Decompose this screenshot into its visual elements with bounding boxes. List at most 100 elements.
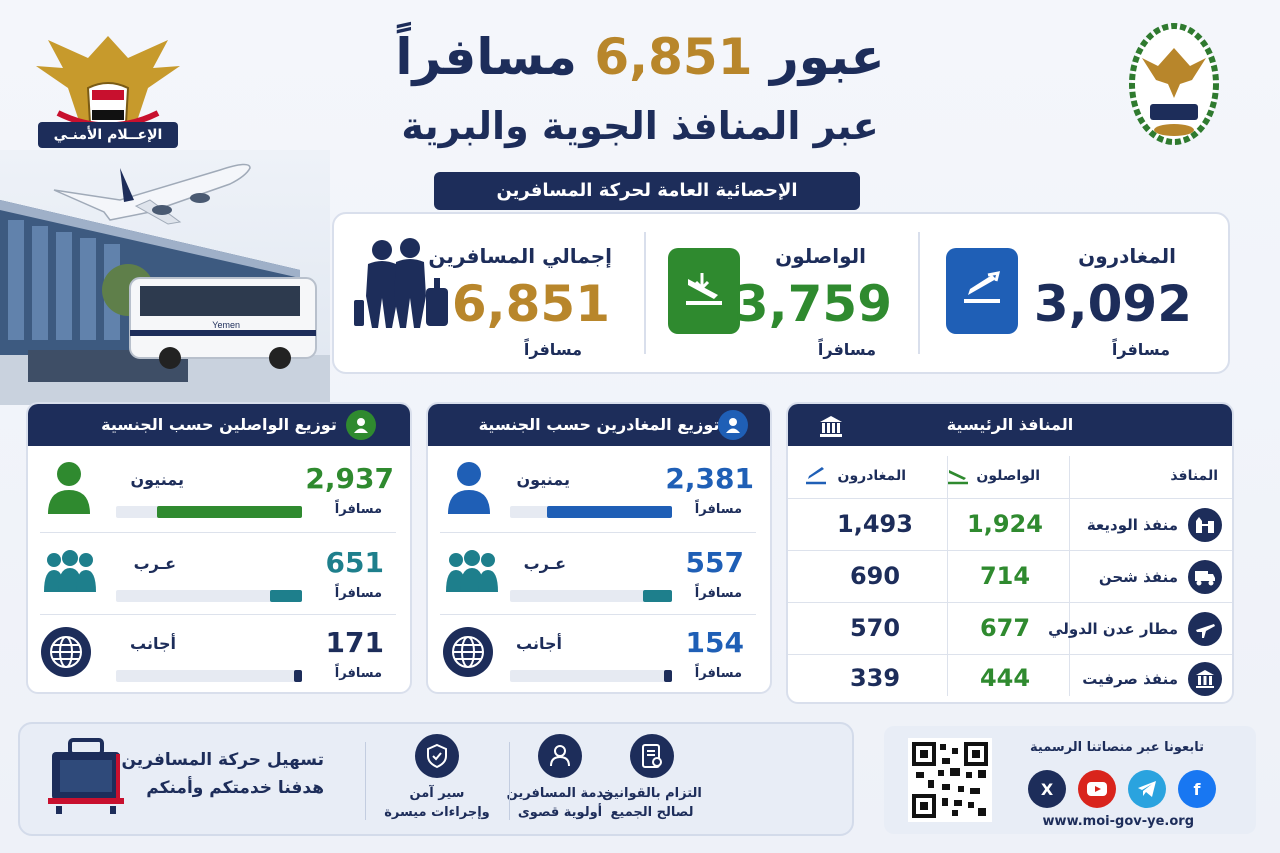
port-arrivals: 677 [979, 614, 1031, 642]
departures-nationality-card: توزيع المغادرين حسب الجنسية 2,381 مسافرا… [426, 402, 772, 694]
nationality-name: عـرب [523, 554, 566, 573]
nationality-value: 2,381 [665, 462, 754, 495]
stats-card: المغادرون 3,092 مسافراً الواصلون 3,759 م… [332, 212, 1230, 374]
nationality-bar [116, 506, 302, 518]
pillar-safe: سير آمن وإجراءات ميسرة [382, 734, 492, 822]
nationality-name: يمنيون [130, 470, 184, 489]
total-stat: إجمالي المسافرين 6,851 مسافراً [332, 214, 642, 372]
service-icon [538, 734, 582, 778]
bus-label: Yemen [212, 320, 240, 330]
nationality-value: 557 [685, 546, 744, 579]
person-icon [718, 410, 748, 440]
nationality-unit: مسافراً [694, 502, 742, 517]
port-arrivals: 444 [979, 664, 1031, 692]
nationality-unit: مسافراً [334, 502, 382, 517]
building-columns-icon [820, 416, 842, 437]
building-icon [1188, 662, 1222, 696]
nationality-name: عـرب [133, 554, 176, 573]
arrivals-nationality-header: توزيع الواصلين حسب الجنسية [28, 404, 410, 446]
ministry-emblem [1129, 23, 1219, 145]
nationality-bar [510, 506, 672, 518]
departures-label: المغادرون [1078, 244, 1176, 268]
globe-icon [41, 627, 91, 677]
footer-slogan: تسهيل حركة المسافرين هدفنا خدمتكم وأمنكم [121, 750, 324, 798]
total-value: 6,851 [451, 275, 610, 333]
nationality-name: أجانب [130, 634, 176, 653]
group-icon [44, 550, 96, 592]
nationality-unit: مسافراً [694, 666, 742, 681]
shield-icon [415, 734, 459, 778]
port-arrivals: 714 [979, 562, 1031, 590]
port-departures: 1,493 [837, 510, 913, 538]
total-label: إجمالي المسافرين [428, 244, 612, 268]
globe-icon [443, 627, 493, 677]
col-header-departures: المغادرون [837, 468, 907, 484]
pillar-service: خدمة المسافرين أولوية قصوى [500, 734, 620, 822]
page-title: عبور 6,851 مسافراً [395, 28, 885, 86]
nationality-bar [510, 670, 672, 682]
landing-icon [948, 470, 968, 485]
nationality-name: أجانب [516, 634, 562, 653]
section-banner: الإحصائية العامة لحركة المسافرين [434, 172, 860, 210]
footer-box: التزام بالقوانين لصالح الجميع خدمة المسا… [18, 722, 854, 836]
youtube-icon[interactable] [1078, 770, 1116, 808]
nationality-bar [510, 590, 672, 602]
departures-nationality-header: توزيع المغادرين حسب الجنسية [428, 404, 770, 446]
person-icon [448, 462, 490, 514]
nationality-unit: مسافراً [334, 666, 382, 681]
airplane-icon [1188, 612, 1222, 646]
person-icon [346, 410, 376, 440]
qr-code [908, 738, 992, 822]
stats-divider [918, 232, 920, 354]
nationality-unit: مسافراً [694, 586, 742, 601]
port-arrivals: 1,924 [967, 510, 1043, 538]
document-icon [630, 734, 674, 778]
airport-illustration: Yemen [0, 150, 330, 405]
travelers-icon [354, 238, 448, 328]
truck-icon [1188, 560, 1222, 594]
total-unit: مسافراً [523, 340, 582, 359]
nationality-unit: مسافراً [334, 586, 382, 601]
departures-stat: المغادرون 3,092 مسافراً [918, 214, 1228, 372]
nationality-bar [116, 590, 302, 602]
col-header-arrivals: الواصلون [976, 468, 1040, 484]
arrivals-label: الواصلون [775, 244, 866, 268]
ports-table: المنافذ الواصلون المغادرون منفذ الوديعة … [788, 446, 1232, 702]
ports-card-header: المنافذ الرئيسية [788, 404, 1232, 446]
person-icon [48, 462, 90, 514]
ports-card: المنافذ الرئيسية المنافذ الواصلون المغاد… [786, 402, 1234, 704]
arrivals-unit: مسافراً [817, 340, 876, 359]
col-header-ports: المنافذ [1170, 468, 1218, 484]
port-name: مطار عدن الدولي [1048, 620, 1178, 638]
port-departures: 570 [849, 614, 901, 642]
port-departures: 339 [849, 664, 901, 692]
stats-divider [644, 232, 646, 354]
nationality-bar [116, 670, 302, 682]
arrivals-nationality-card: توزيع الواصلين حسب الجنسية 2,937 مسافراً… [26, 402, 412, 694]
page-subtitle: عبر المنافذ الجوية والبرية [401, 104, 879, 148]
pillar-law: التزام بالقوانين لصالح الجميع [592, 734, 712, 822]
departures-value: 3,092 [1033, 275, 1192, 333]
website-link[interactable]: www.moi-gov-ye.org [1042, 814, 1194, 829]
x-icon[interactable]: X [1028, 770, 1066, 808]
facebook-icon[interactable]: f [1178, 770, 1216, 808]
telegram-icon[interactable] [1128, 770, 1166, 808]
group-icon [446, 550, 498, 592]
departures-unit: مسافراً [1111, 340, 1170, 359]
luggage-scanner-icon [48, 738, 124, 814]
security-media-badge: الإعــلام الأمنـي [38, 122, 178, 148]
social-box: تابعونا عبر منصاتنا الرسمية f X www.moi-… [884, 726, 1256, 834]
port-departures: 690 [849, 562, 901, 590]
takeoff-icon [946, 248, 1018, 334]
port-name: منفذ شحن [1098, 568, 1178, 586]
landing-icon [668, 248, 740, 334]
nationality-value: 154 [685, 626, 744, 659]
nationality-name: يمنيون [516, 470, 570, 489]
arrivals-value: 3,759 [733, 275, 892, 333]
takeoff-icon [806, 467, 826, 485]
port-name: منفذ صرفيت [1082, 670, 1178, 688]
nationality-value: 2,937 [305, 462, 394, 495]
nationality-value: 651 [325, 546, 384, 579]
nationality-value: 171 [325, 626, 384, 659]
arrivals-stat: الواصلون 3,759 مسافراً [644, 214, 916, 372]
